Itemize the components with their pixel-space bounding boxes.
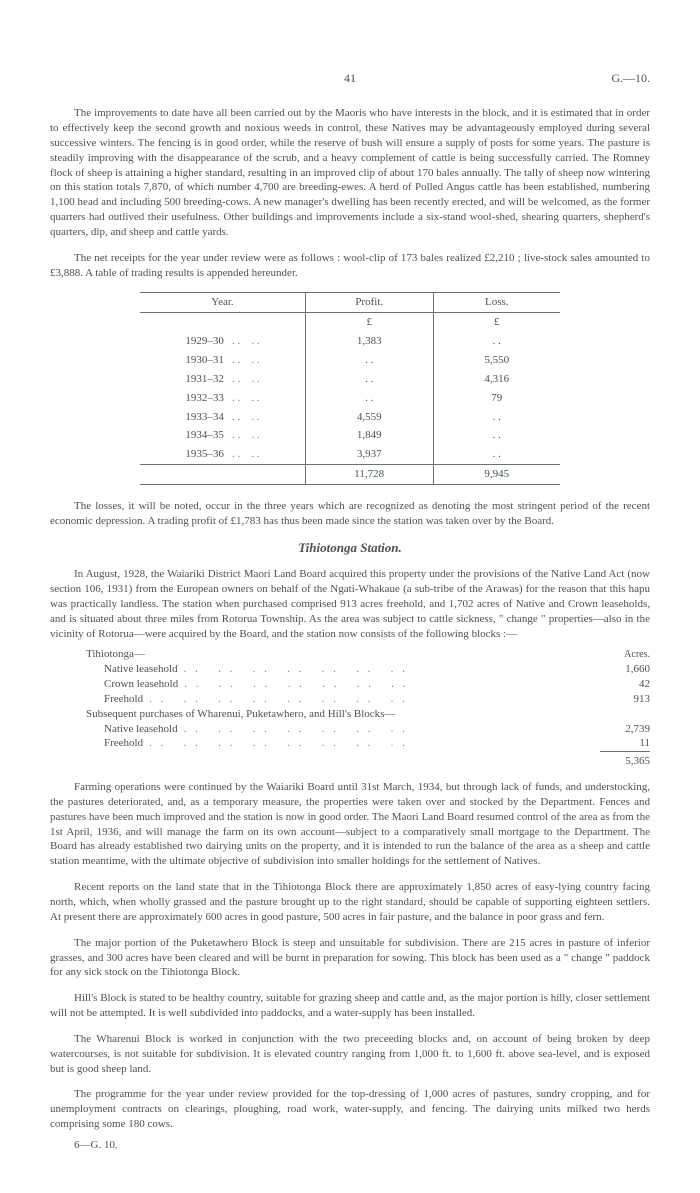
paragraph-farming: Farming operations were continued by the… [50,780,650,869]
cell-profit: . . [305,370,433,389]
paragraph-acquisition: In August, 1928, the Waiariki District M… [50,567,650,641]
paragraph-wharenui: The Wharenui Block is worked in conjunct… [50,1032,650,1077]
total-loss: 9,945 [433,465,560,485]
cell-loss: . . [433,408,560,427]
table-row: 1933–34 . . . . 4,559 . . [140,408,560,427]
group-subsequent: Subsequent purchases of Wharenui, Puketa… [86,707,395,722]
total-profit: 11,728 [305,465,433,485]
th-profit: Profit. [305,293,433,313]
cell-year: 1933–34 [185,411,224,423]
section-title-tihiotonga: Tihiotonga Station. [50,539,650,557]
cell-year: 1930–31 [185,354,224,366]
block-label: Freehold [104,692,143,707]
th-year: Year. [140,293,305,313]
table-row: 1930–31 . . . . . . 5,550 [140,351,560,370]
block-acres: 913 [600,692,650,707]
cell-loss: . . [433,332,560,351]
paragraph-programme: The programme for the year under review … [50,1087,650,1132]
cell-year: 1931–32 [185,373,224,385]
table-row: 1929–30 . . . . 1,383 . . [140,332,560,351]
cell-loss: 4,316 [433,370,560,389]
cell-loss: . . [433,426,560,445]
cell-profit: . . [305,351,433,370]
block-label: Crown leasehold [104,677,178,692]
doc-code: G.—10. [590,70,650,86]
table-row: 1934–35 . . . . 1,849 . . [140,426,560,445]
group-tihiotonga: Tihiotonga— [86,647,145,662]
page-number: 41 [110,70,590,86]
cell-loss: 5,550 [433,351,560,370]
block-label: Native leasehold [104,662,178,677]
block-acres: 11 [600,736,650,751]
cell-loss: 79 [433,389,560,408]
block-acres: 2,739 [600,722,650,737]
cell-profit: . . [305,389,433,408]
paragraph-losses: The losses, it will be noted, occur in t… [50,499,650,529]
th-loss: Loss. [433,293,560,313]
cell-year: 1935–36 [185,448,224,460]
block-acres: 42 [600,677,650,692]
cell-profit: 1,849 [305,426,433,445]
document-page: 41 G.—10. The improvements to date have … [0,0,700,1193]
cell-profit: 3,937 [305,445,433,464]
paragraph-hills: Hill's Block is stated to be healthy cou… [50,991,650,1021]
blocks-total: 5,365 [600,751,650,769]
paragraph-improvements: The improvements to date have all been c… [50,106,650,240]
paragraph-reports: Recent reports on the land state that in… [50,880,650,925]
table-row: 1932–33 . . . . . . 79 [140,389,560,408]
block-label: Freehold [104,736,143,751]
paragraph-puketawhero: The major portion of the Puketawhero Blo… [50,936,650,981]
cell-profit: 4,559 [305,408,433,427]
unit-profit: £ [305,313,433,332]
unit-loss: £ [433,313,560,332]
block-acres: 1,660 [600,662,650,677]
block-label: Native leasehold [104,722,178,737]
paragraph-receipts: The net receipts for the year under revi… [50,251,650,281]
page-header: 41 G.—10. [50,70,650,86]
acres-heading: Acres. [600,648,650,662]
table-row: 1935–36 . . . . 3,937 . . [140,445,560,464]
cell-year: 1934–35 [185,429,224,441]
cell-loss: . . [433,445,560,464]
cell-year: 1929–30 [185,335,224,347]
cell-year: 1932–33 [185,392,224,404]
blocks-list: Tihiotonga— Acres. Native leasehold . . … [86,647,650,769]
trading-table: Year. Profit. Loss. £ £ 1929–30 . . . . … [140,292,560,484]
table-total-row: 11,728 9,945 [140,465,560,485]
page-footer-signature: 6—G. 10. [50,1138,650,1153]
cell-profit: 1,383 [305,332,433,351]
table-row: 1931–32 . . . . . . 4,316 [140,370,560,389]
